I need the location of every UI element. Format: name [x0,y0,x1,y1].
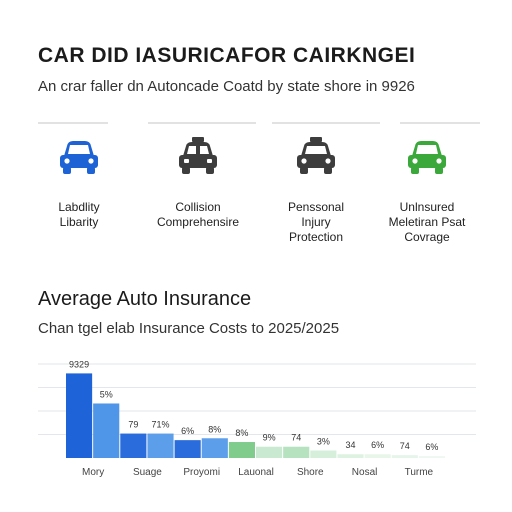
bar-6 [228,442,255,458]
taxi-front-icon [297,137,335,174]
x-tick-label-1: Suage [133,467,162,478]
x-tick-label-6: Turme [405,467,434,478]
taxi-front-icon [179,137,217,174]
x-tick-label-4: Shore [297,467,324,478]
car-front-icon [408,141,446,174]
coverage-label-collision: Collision Comprehensire [156,200,240,229]
bar-value-label-11: 6% [371,440,384,450]
bar-value-label-6: 8% [235,428,248,438]
x-tick-label-0: Mory [82,467,104,478]
divider-right-2 [400,122,480,124]
bar-value-label-4: 6% [181,426,194,436]
bar-13 [418,456,445,458]
bar-value-label-12: 74 [400,441,410,451]
x-tick-label-2: Proyomi [183,467,220,478]
bar-11 [364,454,391,458]
coverage-types: Labdlity Libarity Collision Comprehensir… [0,136,512,256]
chart-title: Average Auto Insurance [38,288,252,310]
coverage-label-liability: Labdlity Libarity [58,200,100,229]
x-tick-label-5: Nosal [352,467,378,478]
bar-value-label-13: 6% [425,442,438,452]
bar-value-label-2: 79 [128,420,138,430]
coverage-liability: Labdlity Libarity [19,136,139,230]
bar-4 [174,440,201,458]
bar-2 [120,433,147,458]
coverage-pip: Penssonal Injury Protection [256,136,376,245]
bar-value-label-0: 9329 [69,359,89,369]
bar-8 [283,446,310,458]
bar-3 [147,433,174,458]
coverage-collision: Collision Comprehensire [138,136,258,230]
divider-left-2 [148,122,256,124]
divider-left-1 [38,122,108,124]
page-title: CAR DID IASURICAFOR CAIRKNGEI [38,44,416,67]
bar-value-label-3: 71% [151,420,169,430]
bar-value-label-9: 3% [317,436,330,446]
bar-1 [93,403,120,458]
coverage-label-uninsured: Unlnsured Meletiran Psat Covrage [388,200,466,244]
bar-7 [256,446,283,458]
bar-0 [66,373,93,458]
page-subtitle: An crar faller dn Autoncade Coatd by sta… [38,78,415,95]
coverage-uninsured: Unlnsured Meletiran Psat Covrage [367,136,487,245]
bar-10 [337,454,364,458]
chart-subtitle: Chan tgel elab Insurance Costs to 2025/2… [38,320,340,337]
car-front-icon [60,141,98,174]
bar-value-label-7: 9% [263,433,276,443]
x-tick-label-3: Lauonal [238,467,274,478]
coverage-label-pip: Penssonal Injury Protection [287,200,345,244]
bar-9 [310,450,337,458]
divider-right-1 [272,122,380,124]
bar-value-label-8: 74 [291,433,301,443]
bar-value-label-10: 34 [345,440,355,450]
bar-12 [391,455,418,458]
bar-value-label-5: 8% [208,424,221,434]
bar-5 [201,438,228,458]
bar-value-label-1: 5% [100,389,113,399]
